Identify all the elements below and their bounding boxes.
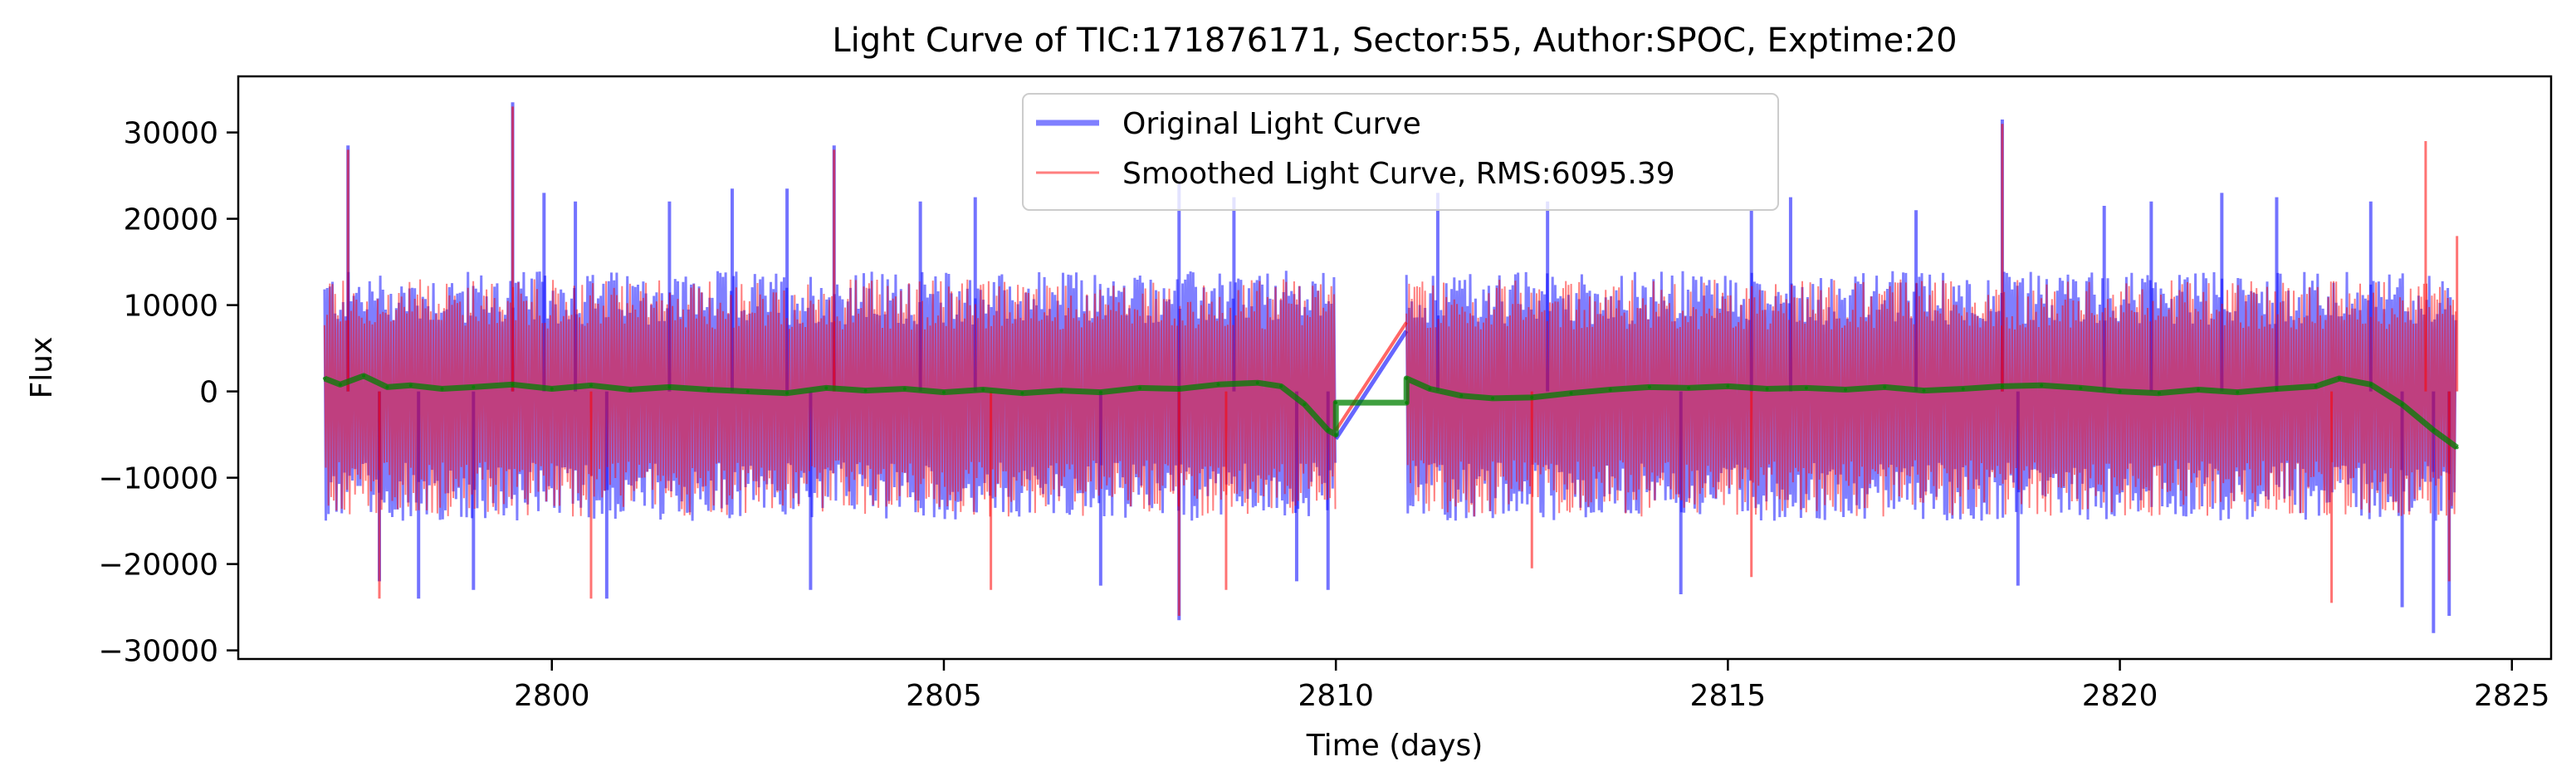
trend-point-48	[1961, 387, 1965, 391]
legend-box	[1022, 93, 1779, 211]
trend-point-41	[1687, 386, 1691, 390]
trend-point-28	[1303, 403, 1307, 407]
trend-point-54	[2197, 388, 2201, 392]
plot-frame	[237, 75, 2553, 661]
trend-point-24	[1177, 387, 1181, 391]
trend-point-31	[1334, 401, 1338, 405]
trend-point-13	[745, 389, 750, 393]
trend-point-14	[785, 391, 789, 395]
trend-point-35	[1459, 393, 1464, 398]
smoothed-light-curve-series	[323, 106, 2459, 616]
plot-area	[322, 102, 2459, 633]
trend-point-22	[1098, 390, 1102, 394]
trend-point-26	[1255, 381, 1259, 385]
x-tick-label-1: 2805	[906, 679, 982, 713]
trend-point-30	[1334, 432, 1338, 437]
trend-point-34	[1428, 387, 1432, 391]
trend-point-49	[2000, 384, 2004, 388]
trend-point-55	[2236, 390, 2240, 394]
trend-point-44	[1804, 386, 1808, 390]
trend-point-4	[408, 383, 413, 388]
trend-point-46	[1883, 385, 1887, 389]
trend-point-57	[2314, 384, 2318, 388]
legend-label-original: Original Light Curve	[1122, 107, 1421, 141]
series-1-segment-0	[323, 279, 1337, 517]
y-axis-label: Flux	[25, 337, 59, 399]
x-tick-label-0: 2800	[514, 679, 590, 713]
trend-point-56	[2275, 387, 2279, 391]
trend-point-25	[1216, 383, 1220, 387]
y-tick-label-5: 20000	[123, 203, 218, 237]
legend: Original Light Curve Smoothed Light Curv…	[1022, 93, 1779, 211]
x-tick-label-5: 2825	[2474, 679, 2550, 713]
trend-point-23	[1138, 386, 1142, 390]
trend-point-12	[706, 388, 711, 392]
trend-point-20	[1020, 391, 1024, 395]
y-tick-label-1: −20000	[98, 549, 218, 583]
trend-point-37	[1530, 395, 1534, 399]
x-axis: 2800 2805 2810 2815 2820 2825	[514, 659, 2550, 713]
trend-point-45	[1844, 388, 1848, 392]
trend-point-40	[1647, 385, 1651, 389]
y-tick-label-6: 30000	[123, 117, 218, 151]
series-1-gap-bridge	[1334, 321, 1408, 432]
trend-point-18	[941, 390, 946, 394]
trend-point-61	[2432, 428, 2436, 432]
trend-point-50	[2040, 383, 2044, 388]
trend-point-38	[1569, 391, 1573, 395]
trend-point-43	[1765, 387, 1769, 391]
y-tick-label-3: 0	[199, 376, 218, 410]
trend-point-42	[1726, 384, 1730, 388]
trend-point-32	[1405, 401, 1409, 405]
trend-point-59	[2368, 383, 2373, 387]
trend-point-33	[1405, 377, 1409, 380]
y-axis: −30000 −20000 −10000 0 10000 20000 30000	[98, 117, 238, 669]
x-axis-label: Time (days)	[1306, 729, 1484, 763]
trend-point-51	[2079, 386, 2083, 390]
trend-point-6	[472, 385, 476, 389]
trend-point-7	[511, 383, 515, 387]
trend-point-39	[1608, 388, 1612, 392]
trend-point-16	[863, 388, 868, 393]
trend-point-19	[981, 388, 985, 392]
series-0-gap-bridge	[1334, 329, 1409, 441]
x-tick-label-3: 2815	[1690, 679, 1767, 713]
trend-point-1	[338, 383, 342, 387]
trend-point-47	[1922, 388, 1926, 393]
y-tick-label-0: −30000	[98, 635, 218, 669]
trend-point-58	[2338, 377, 2342, 380]
trend-point-10	[628, 388, 633, 392]
trend-point-60	[2400, 403, 2404, 407]
legend-label-smoothed: Smoothed Light Curve, RMS:6095.39	[1122, 157, 1675, 191]
trend-point-21	[1059, 388, 1063, 393]
trend-point-62	[2455, 446, 2459, 450]
trend-point-27	[1279, 384, 1283, 388]
trend-point-15	[824, 386, 829, 390]
y-tick-label-2: −10000	[98, 462, 218, 496]
series-1-segment-1	[1405, 279, 2457, 517]
trend-point-53	[2157, 391, 2161, 395]
trend-point-17	[902, 387, 907, 391]
trend-point-9	[589, 383, 593, 388]
chart-title: Light Curve of TIC:171876171, Sector:55,…	[832, 22, 1957, 60]
trend-point-3	[385, 385, 389, 389]
y-tick-label-4: 10000	[123, 290, 218, 324]
trend-point-29	[1326, 428, 1330, 432]
trend-point-5	[440, 387, 444, 391]
x-tick-label-4: 2820	[2082, 679, 2158, 713]
trend-point-36	[1491, 396, 1495, 400]
trend-point-8	[550, 387, 554, 391]
trend-point-2	[362, 373, 366, 378]
x-tick-label-2: 2810	[1298, 679, 1374, 713]
trend-point-11	[667, 385, 672, 389]
trend-line-series	[322, 373, 2459, 451]
trend-point-0	[322, 377, 326, 380]
trend-point-52	[2118, 389, 2122, 393]
